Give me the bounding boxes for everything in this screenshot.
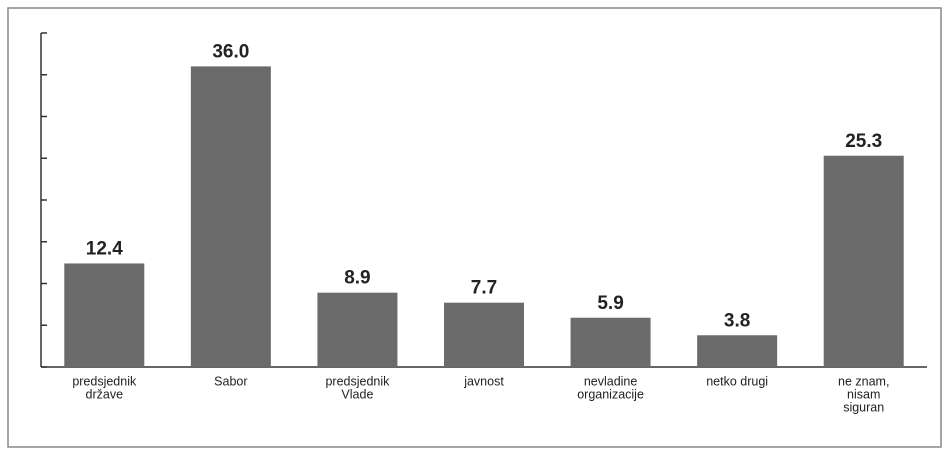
value-label: 5.9 <box>597 293 623 314</box>
x-tick-label: siguran <box>843 400 884 414</box>
bar <box>64 263 145 367</box>
value-label: 3.8 <box>724 310 750 331</box>
value-label: 25.3 <box>845 131 882 152</box>
x-tick-label: organizacije <box>577 387 644 401</box>
x-tick-label: države <box>86 387 124 401</box>
x-tick-label: Sabor <box>214 374 247 388</box>
bar <box>317 292 398 367</box>
bar <box>823 155 904 367</box>
value-label: 8.9 <box>344 268 370 289</box>
x-tick-label: nisam <box>847 387 880 401</box>
x-tick-label: nevladine <box>584 374 638 388</box>
x-tick-label: Vlade <box>341 387 373 401</box>
value-label: 7.7 <box>471 278 497 299</box>
x-tick-label: netko drugi <box>706 374 768 388</box>
value-label: 36.0 <box>212 41 249 62</box>
bar <box>570 317 651 367</box>
x-tick-label: predsjednik <box>72 374 137 388</box>
bar <box>444 302 524 367</box>
frame <box>7 7 942 448</box>
x-tick-label: javnost <box>463 374 504 388</box>
x-tick-label: ne znam, <box>838 374 889 388</box>
x-tick-label: predsjednik <box>325 374 390 388</box>
bar <box>697 335 778 367</box>
value-label: 12.4 <box>86 238 123 259</box>
bar <box>190 66 271 368</box>
